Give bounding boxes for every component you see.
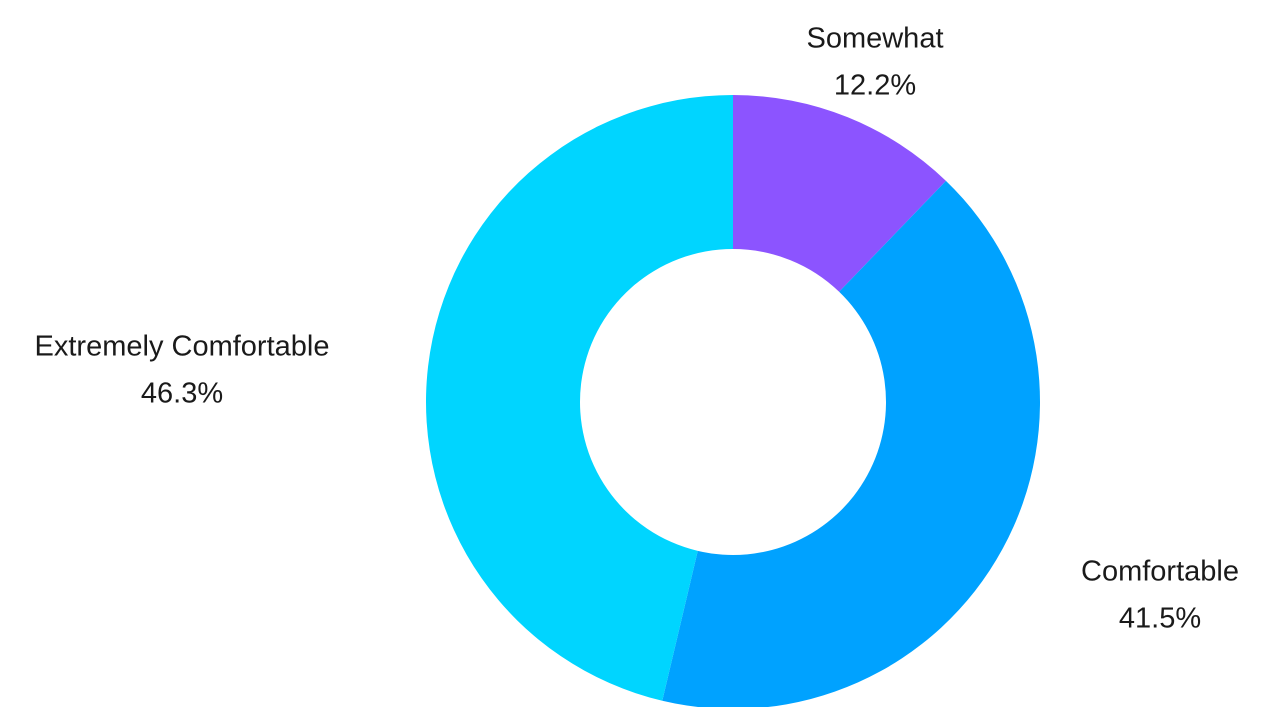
slice-label-extremely-comfortable: Extremely Comfortable: [35, 331, 330, 363]
slice-comfortable: [662, 180, 1040, 710]
slices-layer: [425, 95, 1040, 710]
slice-value-somewhat: 12.2%: [834, 70, 916, 102]
slice-label-somewhat: Somewhat: [806, 23, 943, 55]
slice-value-comfortable: 41.5%: [1119, 603, 1201, 635]
slice-somewhat: [733, 95, 946, 292]
slice-value-extremely-comfortable: 46.3%: [141, 378, 223, 410]
labels-layer: Somewhat 12.2% Comfortable 41.5% Extremely C…: [35, 23, 1239, 635]
slice-label-comfortable: Comfortable: [1081, 556, 1239, 588]
slice-extremely-comfortable: [425, 95, 733, 701]
